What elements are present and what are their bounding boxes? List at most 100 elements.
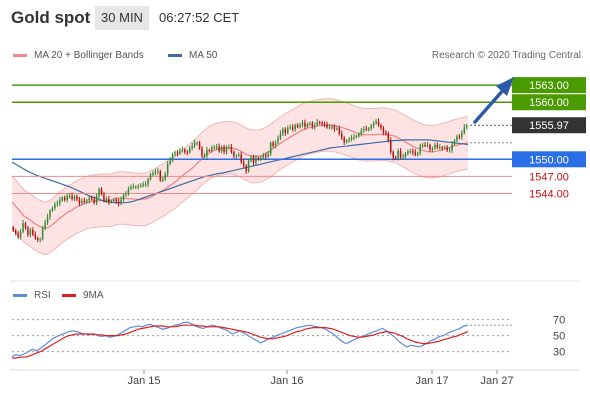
candle-body — [164, 174, 166, 179]
candle-body — [238, 154, 240, 156]
candle-body — [284, 129, 287, 134]
candle-body — [301, 122, 304, 126]
candle-body — [436, 145, 439, 148]
support-level-label: 1547.00 — [529, 171, 569, 183]
candle-body — [56, 203, 59, 205]
candle-body — [299, 125, 301, 127]
candle-body — [441, 147, 444, 149]
candle-body — [326, 124, 328, 128]
rsi-legend: RSI 9MA — [0, 290, 300, 304]
candle-body — [147, 179, 149, 185]
candle-body — [103, 194, 105, 201]
research-credit: Research © 2020 Trading Central — [431, 50, 581, 61]
candle-body — [255, 158, 257, 163]
candle-body — [257, 158, 260, 160]
candle-body — [59, 200, 61, 204]
price-legend: MA 20 + Bollinger Bands MA 50 Research ©… — [0, 50, 590, 66]
candle-body — [86, 200, 88, 202]
candle-body — [458, 136, 461, 138]
candle-body — [377, 121, 380, 126]
candle-body — [149, 174, 152, 180]
legend-rsi-label: RSI — [34, 290, 51, 301]
candle-body — [191, 145, 193, 149]
candle-body — [287, 127, 289, 134]
candle-body — [333, 126, 336, 130]
rsi-line — [11, 321, 469, 357]
ma9-swatch — [62, 294, 76, 297]
ma20-line — [11, 124, 469, 229]
candle-body — [272, 142, 274, 146]
candle-body — [120, 199, 122, 204]
candle-body — [240, 154, 242, 163]
rsi-tick-label: 30 — [553, 347, 565, 359]
candle-body — [12, 227, 14, 231]
candle-body — [186, 151, 189, 153]
candle-body — [127, 188, 130, 193]
candle-body — [78, 199, 81, 204]
candle-body — [29, 230, 32, 235]
rsi-swatch — [13, 294, 27, 297]
header: Gold spot 30 MIN 06:27:52 CET — [0, 0, 590, 36]
current-price-label: 1555.97 — [529, 120, 569, 132]
candle-body — [404, 153, 407, 158]
candle-body — [76, 196, 78, 200]
candle-body — [176, 152, 179, 154]
candle-body — [289, 127, 292, 129]
x-tick-label: Jan 15 — [127, 375, 160, 387]
candle-body — [421, 145, 424, 147]
candle-body — [245, 165, 247, 172]
resistance-level-tag — [512, 94, 586, 111]
candle-body — [282, 129, 284, 134]
candle-body — [367, 128, 370, 130]
resistance-level-tag — [512, 77, 586, 94]
bollinger-lower-line — [11, 150, 469, 256]
candle-body — [279, 133, 282, 139]
candle-body — [159, 171, 162, 181]
candle-body — [81, 200, 83, 204]
candle-body — [188, 148, 191, 153]
candle-body — [394, 157, 397, 159]
candle-body — [93, 199, 95, 203]
candle-body — [414, 152, 417, 155]
candle-body — [88, 198, 90, 201]
candle-body — [196, 142, 198, 144]
candle-body — [419, 145, 421, 154]
candle-body — [46, 216, 49, 223]
candle-body — [461, 133, 463, 138]
candle-body — [32, 230, 34, 235]
candle-body — [409, 151, 412, 153]
candle-body — [360, 130, 363, 135]
candle-body — [434, 145, 436, 149]
candle-body — [353, 137, 355, 139]
x-tick-label: Jan 17 — [415, 375, 448, 387]
candle-body — [24, 223, 27, 228]
forecast-arrow-head — [496, 77, 514, 96]
candle-body — [181, 149, 184, 151]
candle-body — [365, 129, 368, 131]
candle-body — [345, 141, 348, 143]
candle-body — [426, 145, 429, 147]
candle-body — [343, 137, 345, 143]
support-level-label: 1544.00 — [529, 189, 569, 201]
candle-body — [291, 127, 294, 130]
candle-body — [71, 195, 73, 200]
candle-body — [264, 155, 267, 157]
candle-body — [105, 199, 108, 201]
candle-body — [363, 129, 365, 131]
candle-body — [174, 152, 176, 155]
interval-button[interactable]: 30 MIN — [95, 6, 149, 30]
candle-body — [27, 227, 29, 235]
candle-body — [314, 125, 316, 127]
rsi-tick-label: 50 — [553, 331, 565, 343]
candle-body — [387, 134, 390, 141]
candle-body — [179, 150, 181, 154]
candle-body — [247, 160, 250, 172]
candle-body — [358, 134, 360, 136]
candle-body — [169, 160, 171, 164]
instrument-title: Gold spot — [11, 8, 91, 27]
bollinger-swatch — [13, 54, 27, 57]
candle-body — [215, 146, 218, 148]
candle-body — [228, 147, 230, 149]
candle-body — [34, 234, 37, 239]
